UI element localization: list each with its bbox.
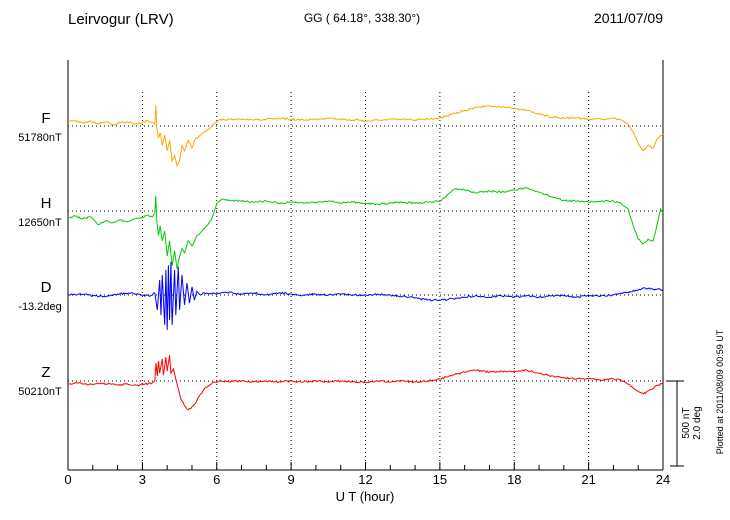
channel-h-letter: H (41, 195, 52, 212)
date-label: 2011/07/09 (594, 10, 663, 26)
channel-d-baseline-value: -13.2deg (18, 301, 61, 313)
x-tick-label-0: 0 (64, 472, 71, 487)
channel-h-baseline-value: 12650nT (18, 217, 62, 229)
traces (67, 105, 664, 411)
geographic-coordinates: GG ( 64.18°, 338.30°) (304, 11, 420, 25)
x-tick-label-21: 21 (581, 472, 595, 487)
x-tick-label-24: 24 (656, 472, 670, 487)
trace-H (68, 187, 664, 269)
x-tick-label-18: 18 (507, 472, 521, 487)
scale-nt-label: 500 nT (681, 407, 692, 438)
channel-z-letter: Z (41, 364, 50, 381)
channel-f-letter: F (41, 110, 50, 127)
trace-D (67, 261, 664, 330)
x-axis-title: U T (hour) (336, 489, 395, 504)
x-tick-label-3: 3 (139, 472, 146, 487)
x-tick-label-9: 9 (287, 472, 294, 487)
trace-Z (67, 355, 664, 411)
x-tick-label-6: 6 (213, 472, 220, 487)
grid-and-axes (67, 60, 684, 471)
station-title: Leirvogur (LRV) (68, 11, 174, 28)
channel-f-baseline-value: 51780nT (18, 132, 62, 144)
plotted-at-note: Plotted at 2011/08/09 00:59 UT (715, 329, 725, 454)
trace-F (67, 105, 664, 168)
x-tick-label-12: 12 (358, 472, 372, 487)
x-tick-label-15: 15 (433, 472, 447, 487)
channel-z-baseline-value: 50210nT (18, 386, 62, 398)
channel-d-letter: D (41, 279, 52, 296)
scale-deg-label: 2.0 deg (692, 406, 703, 439)
